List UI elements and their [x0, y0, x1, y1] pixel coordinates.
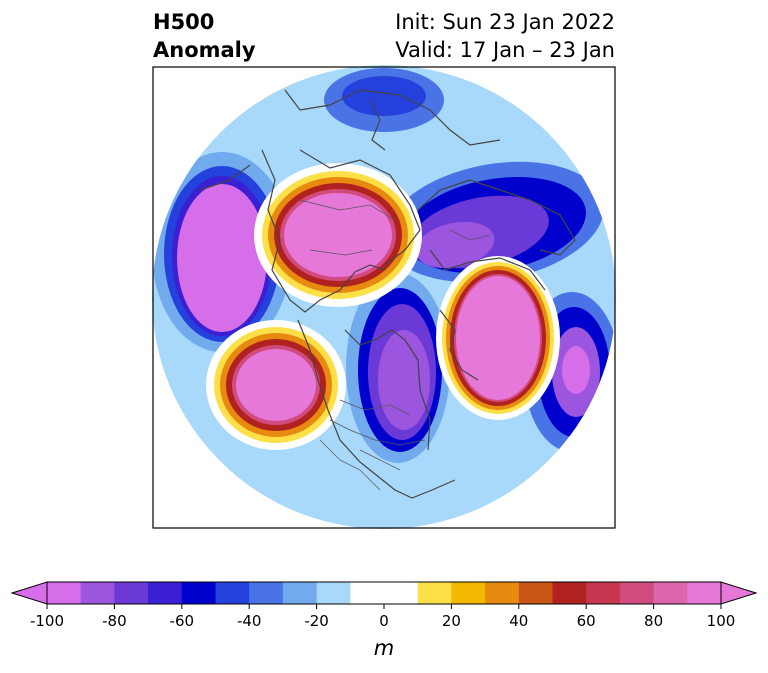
valid-range: Valid: 17 Jan – 23 Jan	[395, 38, 615, 62]
title-variable: H500	[153, 10, 215, 34]
colorbar-cell	[451, 582, 486, 604]
colorbar-cell	[350, 582, 385, 604]
colorbar-tick-label: 0	[379, 612, 389, 630]
colorbar-tick-label: -40	[237, 612, 262, 630]
coastlines	[199, 89, 601, 499]
colorbar-cell	[215, 582, 250, 604]
colorbar-cell	[282, 582, 318, 604]
colorbar: -100 -80 -60 -40 -20 0 20 40 60 80 100	[10, 581, 758, 630]
colorbar-cell	[518, 582, 553, 604]
colorbar-cell	[552, 582, 587, 604]
colorbar-cell	[384, 582, 419, 604]
colorbar-tick-label: 60	[577, 612, 596, 630]
colorbar-extend-max	[720, 581, 758, 605]
colorbar-cell	[653, 582, 688, 604]
colorbar-extend-min	[10, 581, 48, 605]
colorbar-cell	[316, 582, 351, 604]
colorbar-cell	[47, 582, 82, 604]
colorbar-cell	[485, 582, 520, 604]
colorbar-tick-label: -20	[304, 612, 329, 630]
colorbar-tick-label: -60	[170, 612, 195, 630]
colorbar-cell	[114, 582, 149, 604]
positive-anomalies	[206, 163, 560, 450]
colorbar-tick-label: 20	[442, 612, 461, 630]
colorbar-cell	[619, 582, 655, 604]
colorbar-tick-label: -100	[30, 612, 64, 630]
colorbar-cell	[181, 582, 216, 604]
colorbar-cell	[586, 582, 621, 604]
map-dates: Init: Sun 23 Jan 2022 Valid: 17 Jan – 23…	[395, 8, 615, 64]
colorbar-cell	[417, 582, 452, 604]
title-field: Anomaly	[153, 38, 256, 62]
init-date: Init: Sun 23 Jan 2022	[395, 10, 615, 34]
map-title: H500 Anomaly	[153, 8, 256, 64]
map-frame	[152, 66, 616, 529]
borders	[299, 199, 491, 491]
colorbar-tick-label: 80	[644, 612, 663, 630]
colorbar-cell	[687, 582, 722, 604]
colorbar-cell	[148, 582, 183, 604]
colorbar-cell	[80, 582, 115, 604]
colorbar-unit: m	[373, 636, 395, 660]
anomaly-map	[152, 65, 616, 529]
colorbar-tick-label: -80	[102, 612, 127, 630]
colorbar-cell	[249, 582, 284, 604]
colorbar-tick-label: 100	[707, 612, 736, 630]
colorbar-tick-label: 40	[509, 612, 528, 630]
